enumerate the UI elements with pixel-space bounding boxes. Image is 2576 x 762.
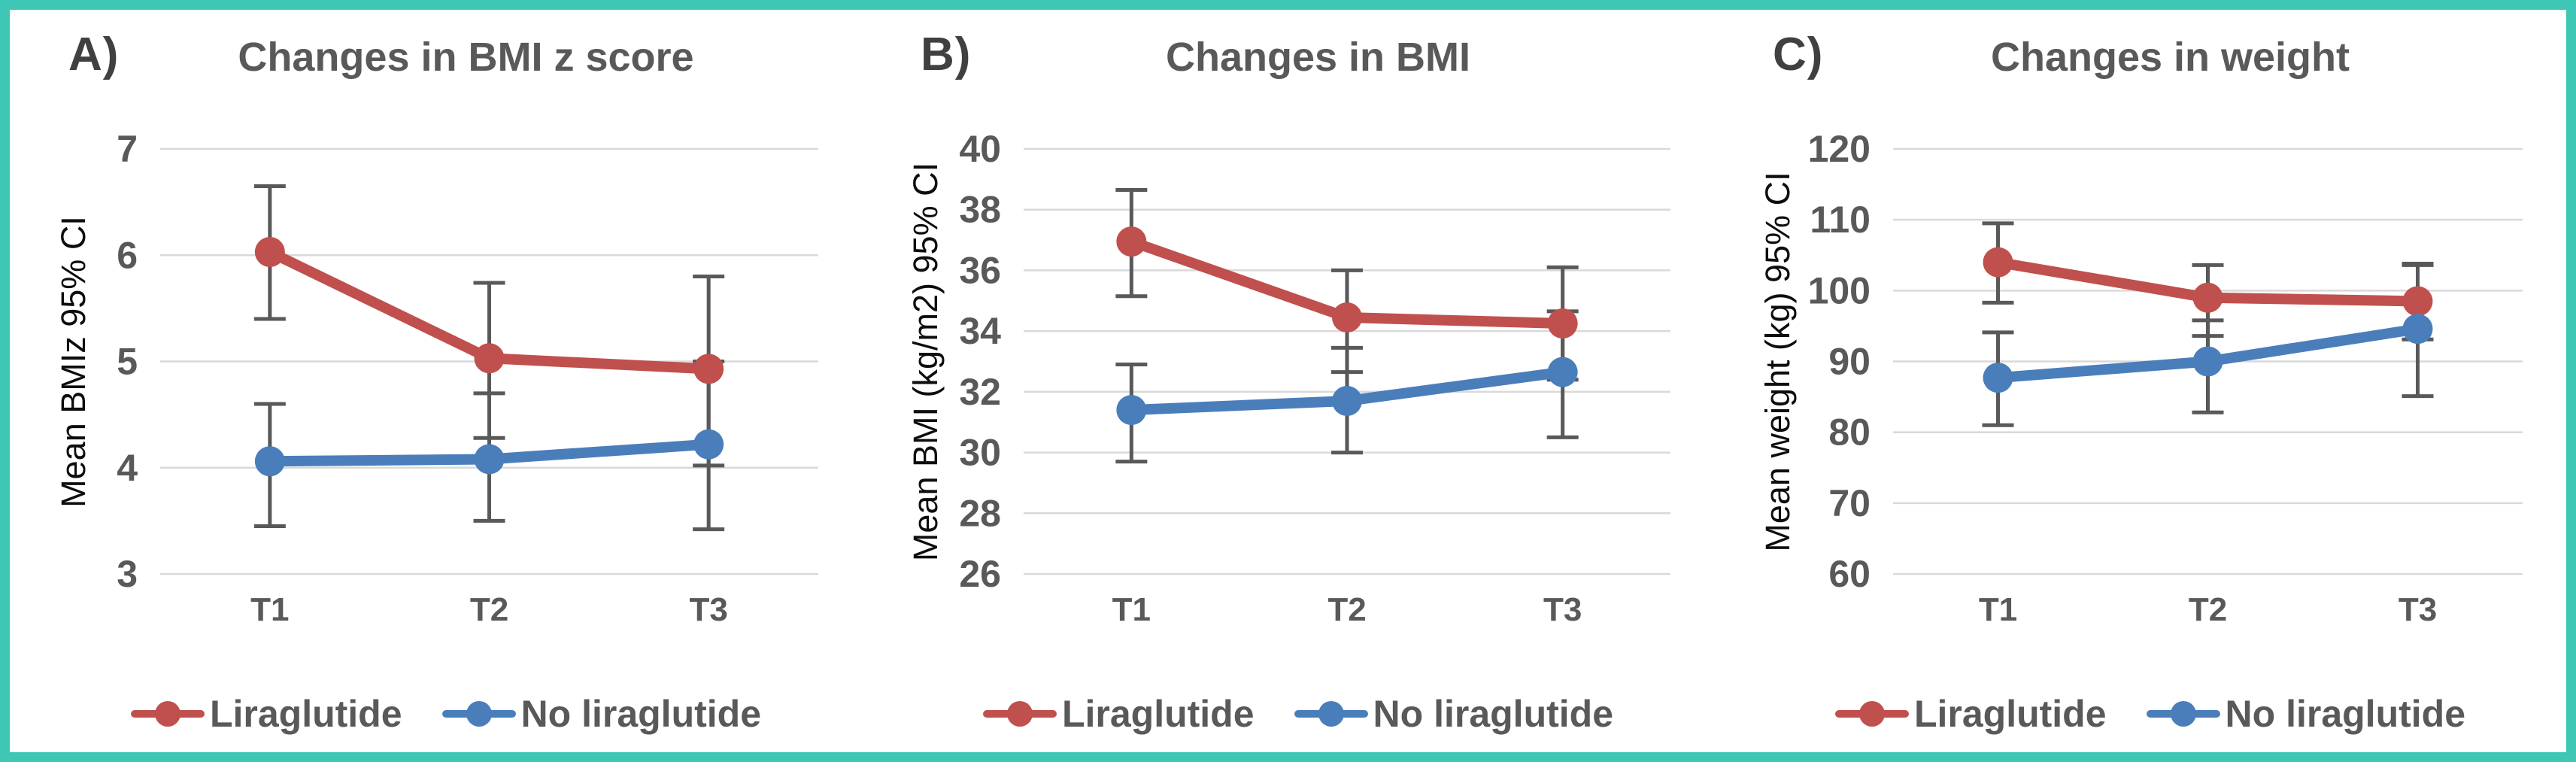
data-point-no-liraglutide-t1 <box>1983 363 2013 393</box>
y-tick-label: 26 <box>959 553 1001 595</box>
legend-marker-dot <box>466 701 492 727</box>
y-tick-label: 34 <box>959 310 1001 352</box>
chart-plot-area-c: 120 110 100 90 80 70 60 T1 T2 T3 <box>1808 128 2523 628</box>
y-tick-label: 40 <box>959 128 1001 170</box>
y-tick-label: 4 <box>117 447 138 489</box>
legend-label-no-liraglutide: No liraglutide <box>2225 693 2466 735</box>
panel-label-a: A) <box>68 29 120 80</box>
legend-label-no-liraglutide: No liraglutide <box>520 693 762 735</box>
legend-marker-dot <box>2170 701 2196 727</box>
y-tick-label: 100 <box>1808 269 1871 311</box>
legend-marker-dot <box>1318 701 1344 727</box>
chart-title-a: Changes in BMI z score <box>238 35 694 80</box>
legend-marker-no-liraglutide-icon <box>1294 701 1368 727</box>
chart-plot-area-b: 40 38 36 34 32 30 28 26 T1 T2 T3 <box>959 128 1670 628</box>
legend-item-no-liraglutide: No liraglutide <box>441 692 762 736</box>
legend-label-liraglutide: Liraglutide <box>1913 693 2107 735</box>
legend-marker-no-liraglutide-icon <box>441 701 516 727</box>
data-point-no-liraglutide-t1 <box>254 446 285 477</box>
legend-marker-no-liraglutide-icon <box>2146 701 2220 727</box>
data-point-no-liraglutide-t2 <box>2192 346 2223 377</box>
data-point-liraglutide-t3 <box>693 354 724 384</box>
x-tick-label-t3: T3 <box>2399 591 2437 628</box>
y-tick-label: 7 <box>117 128 138 170</box>
legend-item-no-liraglutide: No liraglutide <box>1294 692 1614 736</box>
data-point-no-liraglutide-t3 <box>693 429 724 460</box>
legend-marker-dot <box>1006 701 1033 727</box>
panel-b: B) Changes in BMI Mean BMI (kg/m2) 95% C… <box>862 10 1714 752</box>
legend-marker-dot <box>1858 701 1885 727</box>
y-tick-label: 60 <box>1828 553 1871 595</box>
x-tick-label-t2: T2 <box>470 591 508 628</box>
data-point-liraglutide-t1 <box>1116 226 1147 257</box>
data-point-liraglutide-t2 <box>1332 302 1362 332</box>
data-point-liraglutide-t3 <box>2402 286 2433 317</box>
x-tick-label-t3: T3 <box>1543 591 1582 628</box>
panel-label-c: C) <box>1773 29 1824 80</box>
chart-title-b: Changes in BMI <box>1165 35 1471 80</box>
data-point-no-liraglutide-t2 <box>1332 385 1362 416</box>
legend-marker-liraglutide-icon <box>1834 701 1909 727</box>
legend-marker-dot <box>154 701 181 727</box>
data-point-liraglutide-t1 <box>1983 247 2013 278</box>
y-tick-label: 36 <box>959 249 1001 291</box>
data-point-liraglutide-t2 <box>474 343 505 374</box>
x-tick-label-t1: T1 <box>1112 591 1151 628</box>
chart-title-c: Changes in weight <box>1990 35 2350 80</box>
y-tick-label: 110 <box>1810 199 1871 241</box>
legend-label-liraglutide: Liraglutide <box>209 693 402 735</box>
y-tick-label: 90 <box>1828 341 1871 383</box>
legend-b: Liraglutide No liraglutide <box>892 692 1707 736</box>
x-tick-label-t3: T3 <box>689 591 727 628</box>
legend-marker-liraglutide-icon <box>130 701 205 727</box>
x-tick-label-t1: T1 <box>1979 591 2017 628</box>
y-tick-label: 70 <box>1828 482 1871 524</box>
legend-item-liraglutide: Liraglutide <box>1834 692 2107 736</box>
y-tick-label: 6 <box>117 234 138 276</box>
legend-a: Liraglutide No liraglutide <box>40 692 854 736</box>
panel-a: A) Changes in BMI z score Mean BMIz 95% … <box>10 10 862 752</box>
panel-c: C) Changes in weight Mean weight (kg) 95… <box>1714 10 2566 752</box>
data-point-no-liraglutide-t2 <box>474 444 505 475</box>
y-tick-label: 120 <box>1808 128 1871 170</box>
data-point-liraglutide-t1 <box>254 237 285 268</box>
y-tick-label: 30 <box>959 432 1001 474</box>
data-point-no-liraglutide-t1 <box>1116 395 1147 426</box>
chart-plot-area-a: 7 6 5 4 3 T1 T2 T3 <box>117 128 818 628</box>
x-tick-label-t1: T1 <box>250 591 289 628</box>
y-tick-label: 28 <box>959 492 1001 534</box>
legend-item-liraglutide: Liraglutide <box>982 692 1255 736</box>
y-tick-label: 3 <box>117 553 138 595</box>
y-tick-label: 5 <box>117 341 138 383</box>
legend-label-liraglutide: Liraglutide <box>1061 693 1255 735</box>
y-tick-label: 32 <box>959 371 1001 413</box>
x-tick-label-t2: T2 <box>2189 591 2227 628</box>
data-point-no-liraglutide-t3 <box>1547 357 1578 387</box>
y-tick-label: 80 <box>1828 411 1871 454</box>
legend-item-no-liraglutide: No liraglutide <box>2146 692 2466 736</box>
data-point-liraglutide-t3 <box>1547 308 1578 339</box>
panel-label-b: B) <box>921 29 972 80</box>
y-tick-label: 38 <box>959 189 1001 231</box>
legend-label-no-liraglutide: No liraglutide <box>1373 693 1614 735</box>
data-point-no-liraglutide-t3 <box>2402 314 2433 345</box>
legend-marker-liraglutide-icon <box>982 701 1057 727</box>
legend-item-liraglutide: Liraglutide <box>130 692 402 736</box>
legend-c: Liraglutide No liraglutide <box>1744 692 2559 736</box>
data-point-liraglutide-t2 <box>2192 282 2223 313</box>
x-tick-label-t2: T2 <box>1327 591 1366 628</box>
